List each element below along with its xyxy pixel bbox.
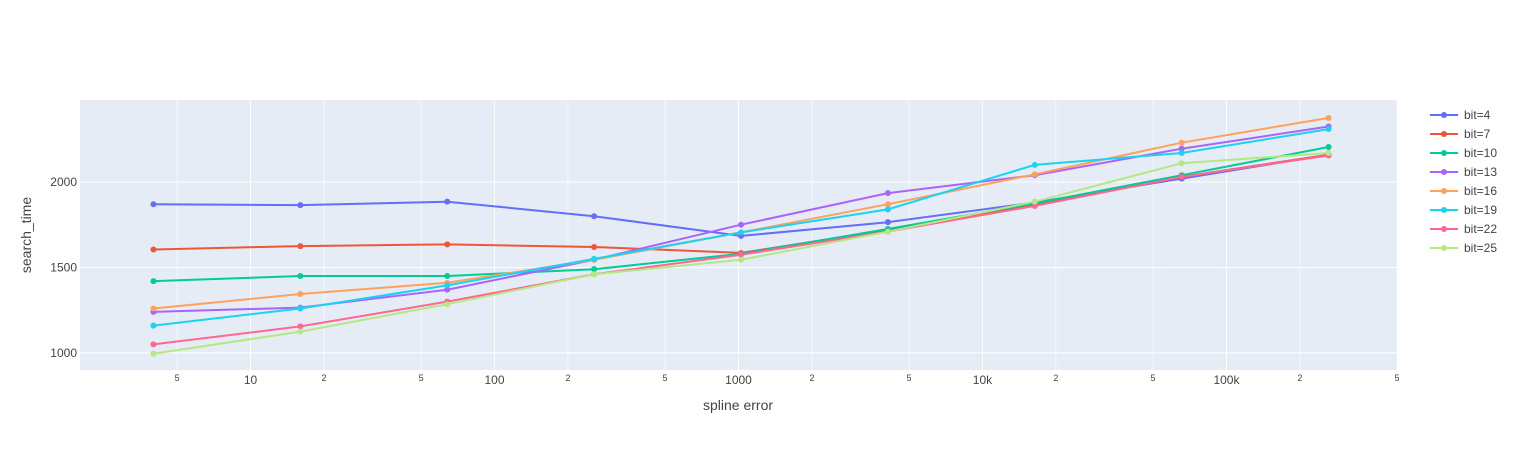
data-point-bit-25 [884,228,891,235]
data-point-bit-4 [150,201,157,208]
legend-swatch-marker [1441,112,1447,118]
legend-label: bit=4 [1464,108,1491,122]
x-axis-title: spline error [703,397,773,413]
legend-item-bit-16[interactable]: bit=16 [1430,184,1497,198]
data-point-bit-25 [1031,198,1038,205]
legend-swatch-marker [1441,169,1447,175]
data-point-bit-10 [150,278,157,285]
x-tick-label: 5 [663,373,668,383]
data-point-bit-7 [444,241,451,248]
data-point-bit-19 [591,255,598,262]
data-point-bit-13 [884,190,891,197]
data-point-bit-4 [444,198,451,205]
data-point-bit-22 [1178,173,1185,180]
legend-item-bit-19[interactable]: bit=19 [1430,203,1497,217]
data-point-bit-19 [1325,126,1332,133]
legend-label: bit=19 [1464,203,1497,217]
data-point-bit-16 [150,305,157,312]
x-tick-label: 2 [565,373,570,383]
data-point-bit-22 [1031,202,1038,209]
legend-label: bit=16 [1464,184,1497,198]
series-points [150,114,1332,357]
data-point-bit-16 [1178,139,1185,146]
y-tick-label: 2000 [50,175,77,189]
data-point-bit-25 [297,328,304,335]
x-tick-label: 2 [809,373,814,383]
data-point-bit-16 [1031,171,1038,178]
legend-item-bit-22[interactable]: bit=22 [1430,222,1497,236]
legend-swatch-marker [1441,131,1447,137]
data-point-bit-25 [738,256,745,263]
legend-item-bit-7[interactable]: bit=7 [1430,127,1491,141]
x-tick-label: 10 [244,373,258,387]
legend-swatch-marker [1441,226,1447,232]
data-point-bit-4 [591,213,598,220]
data-point-bit-7 [591,243,598,250]
data-point-bit-25 [1325,149,1332,156]
legend-label: bit=7 [1464,127,1491,141]
data-point-bit-25 [150,350,157,357]
data-point-bit-19 [1178,149,1185,156]
data-point-bit-13 [1178,145,1185,152]
data-point-bit-19 [884,206,891,213]
x-tick-label: 5 [1151,373,1156,383]
data-point-bit-19 [738,229,745,236]
y-axis-ticks: 1000 1500 2000 [50,175,77,360]
legend-item-bit-10[interactable]: bit=10 [1430,146,1497,160]
x-tick-label: 5 [907,373,912,383]
x-tick-label: 5 [419,373,424,383]
x-tick-label: 5 [175,373,180,383]
legend-item-bit-25[interactable]: bit=25 [1430,241,1497,255]
legend-swatch-marker [1441,188,1447,194]
data-point-bit-4 [297,202,304,209]
data-point-bit-7 [297,243,304,250]
legend-swatch-marker [1441,207,1447,213]
legend-item-bit-4[interactable]: bit=4 [1430,108,1491,122]
data-point-bit-7 [150,246,157,253]
data-point-bit-22 [150,341,157,348]
legend-label: bit=13 [1464,165,1497,179]
data-point-bit-16 [884,201,891,208]
data-point-bit-16 [1325,114,1332,121]
legend[interactable]: bit=4 bit=7 bit=10 bit=13 bit=16 bit=19 bit=22… [1430,108,1497,255]
y-tick-label: 1500 [50,260,77,274]
x-tick-label: 100 [485,373,505,387]
legend-swatch-marker [1441,150,1447,156]
x-tick-label: 2 [321,373,326,383]
x-tick-label: 100k [1213,373,1240,387]
x-tick-label: 2 [1297,373,1302,383]
data-point-bit-10 [591,266,598,273]
data-point-bit-13 [444,286,451,293]
x-axis-ticks: 5 10 2 5 100 2 5 1000 2 5 10k 2 5 100k 2 5 [175,373,1400,387]
data-point-bit-4 [884,219,891,226]
data-point-bit-25 [591,271,598,278]
data-point-bit-10 [444,273,451,280]
x-tick-label: 1000 [725,373,752,387]
data-point-bit-25 [444,301,451,308]
data-point-bit-19 [150,322,157,329]
data-point-bit-13 [738,221,745,228]
legend-label: bit=22 [1464,222,1497,236]
data-point-bit-22 [297,323,304,330]
data-point-bit-19 [444,282,451,289]
y-tick-label: 1000 [50,346,77,360]
x-tick-label: 5 [1394,373,1399,383]
grid-lines [80,100,1398,370]
data-point-bit-22 [738,251,745,258]
data-point-bit-25 [1178,160,1185,167]
data-point-bit-10 [1325,143,1332,150]
legend-swatch-marker [1441,245,1447,251]
legend-label: bit=10 [1464,146,1497,160]
data-point-bit-10 [297,273,304,280]
data-point-bit-19 [1031,161,1038,168]
legend-item-bit-13[interactable]: bit=13 [1430,165,1497,179]
legend-label: bit=25 [1464,241,1497,255]
y-axis-title: search_time [18,197,34,273]
x-tick-label: 2 [1053,373,1058,383]
data-point-bit-19 [297,305,304,312]
x-tick-label: 10k [973,373,993,387]
data-point-bit-16 [297,290,304,297]
